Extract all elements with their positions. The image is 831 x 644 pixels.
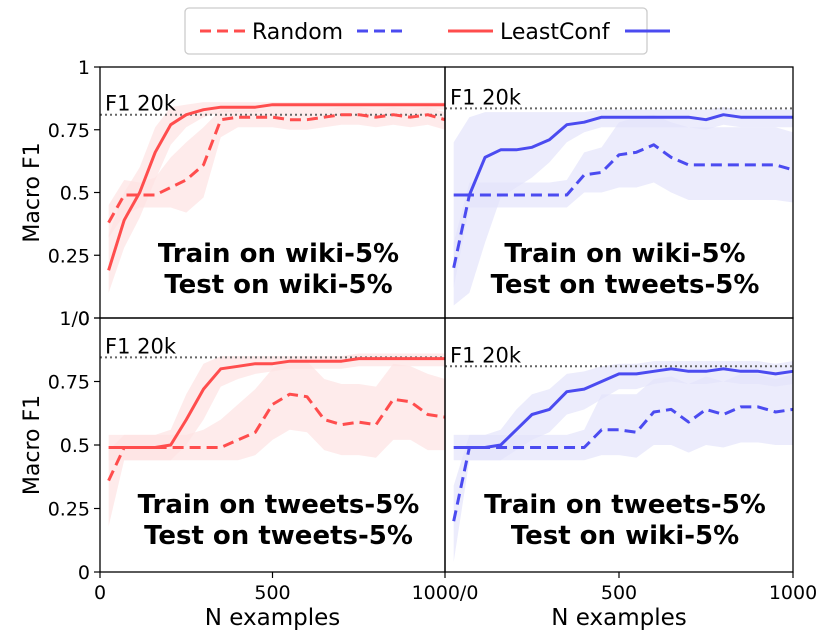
- reference-label: F1 20k: [105, 334, 177, 358]
- y-tick-label: 0.5: [60, 435, 90, 457]
- series-line-solid: [453, 367, 794, 449]
- panel-bottom-left: F1 20k Train on tweets-5% Test on tweets-…: [20, 308, 478, 631]
- panel-annotation-1: Test on wiki-5%: [164, 270, 392, 300]
- y-tick-label: 0: [78, 308, 90, 330]
- x-tick-label: 500: [601, 582, 637, 604]
- y-tick-label: 1/0: [59, 308, 90, 330]
- series-line-dashed: [452, 143, 794, 269]
- y-tick-label: 0: [78, 562, 90, 584]
- confidence-band-1-1: [453, 107, 793, 306]
- confidence-band-2-0: [108, 358, 445, 527]
- panel-annotation-0: Train on wiki-5%: [158, 239, 399, 269]
- panel-annotation-1: Test on wiki-5%: [511, 521, 739, 551]
- confidence-band-2-1: [108, 353, 445, 461]
- y-tick-label: 0.75: [48, 120, 90, 142]
- panel-annotation-1: Test on tweets-5%: [491, 270, 760, 300]
- y-tick-label: 0.25: [48, 499, 90, 521]
- series-line-dashed: [452, 405, 794, 522]
- x-tick-label: 1000: [769, 582, 817, 604]
- confidence-band-3-0: [453, 373, 793, 562]
- series-line-solid: [108, 357, 445, 449]
- panel-annotation-1: Test on tweets-5%: [144, 521, 413, 551]
- confidence-band-3-1: [453, 361, 793, 461]
- y-axis-label: Macro F1: [20, 142, 45, 242]
- x-tick-label: 1000/0: [412, 582, 479, 604]
- y-axis-label: Macro F1: [20, 395, 45, 495]
- y-tick-label: 1: [78, 57, 90, 79]
- reference-label: F1 20k: [105, 92, 177, 116]
- x-axis-label: N examples: [205, 605, 341, 631]
- legend-label: Random: [252, 20, 343, 45]
- reference-label: F1 20k: [450, 343, 522, 367]
- x-tick-label: 500: [254, 582, 290, 604]
- confidence-band-1-0: [453, 114, 793, 288]
- legend: Random LeastConf: [184, 7, 670, 55]
- panel-top-left: F1 20k Train on wiki-5% Test on wiki-5% 0 0…: [20, 57, 446, 330]
- y-tick-label: 0.25: [48, 245, 90, 267]
- panel-annotation-0: Train on tweets-5%: [484, 490, 766, 520]
- panel-annotation-0: Train on tweets-5%: [138, 490, 420, 520]
- reference-label: F1 20k: [450, 85, 522, 109]
- series-line-solid: [107, 103, 445, 271]
- legend-label: LeastConf: [500, 20, 611, 45]
- confidence-band-0-0: [108, 107, 445, 238]
- panel-annotation-0: Train on wiki-5%: [504, 239, 745, 269]
- series-line-dashed: [107, 113, 446, 224]
- x-axis-label: N examples: [551, 605, 687, 631]
- x-tick-label: 0: [94, 582, 106, 604]
- y-tick-label: 0.75: [48, 372, 90, 394]
- panel-top-right: F1 20k Train on wiki-5% Test on tweets-5%: [444, 66, 794, 319]
- series-line-solid: [453, 113, 793, 197]
- panel-bottom-right: F1 20k Train on tweets-5% Test on wiki-5%…: [444, 317, 817, 631]
- y-tick-label: 0.5: [60, 183, 90, 205]
